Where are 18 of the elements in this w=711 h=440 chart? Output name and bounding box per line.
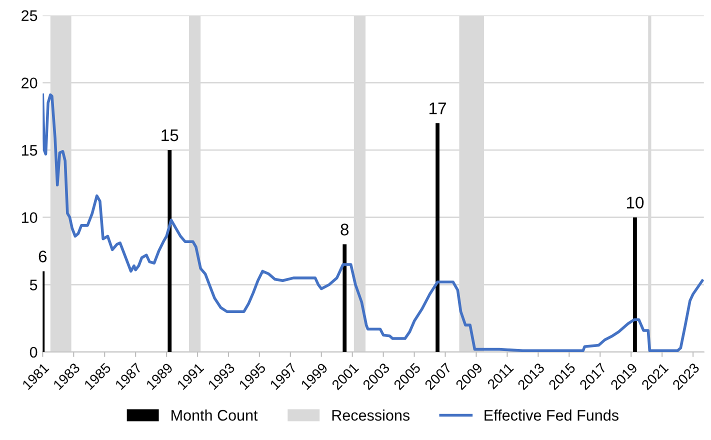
y-tick-label: 25 bbox=[22, 10, 38, 22]
bar bbox=[168, 150, 172, 352]
legend-label: Month Count bbox=[172, 410, 258, 421]
y-tick-label: 15 bbox=[22, 145, 38, 156]
data-label: 15 bbox=[162, 130, 178, 142]
y-tick-label: 10 bbox=[22, 212, 38, 224]
y-tick-label: 0 bbox=[30, 346, 38, 358]
bar bbox=[633, 217, 637, 352]
legend-label: Effective Fed Funds bbox=[484, 410, 618, 421]
data-label: 17 bbox=[430, 102, 446, 114]
y-tick-label: 5 bbox=[30, 280, 38, 290]
y-tick-label: 20 bbox=[22, 78, 38, 88]
bar bbox=[342, 244, 347, 352]
legend-label: Recessions bbox=[332, 410, 410, 421]
bar bbox=[436, 123, 440, 352]
data-label: 10 bbox=[626, 196, 644, 209]
data-label: 8 bbox=[340, 224, 349, 236]
data-label: 6 bbox=[38, 250, 47, 262]
